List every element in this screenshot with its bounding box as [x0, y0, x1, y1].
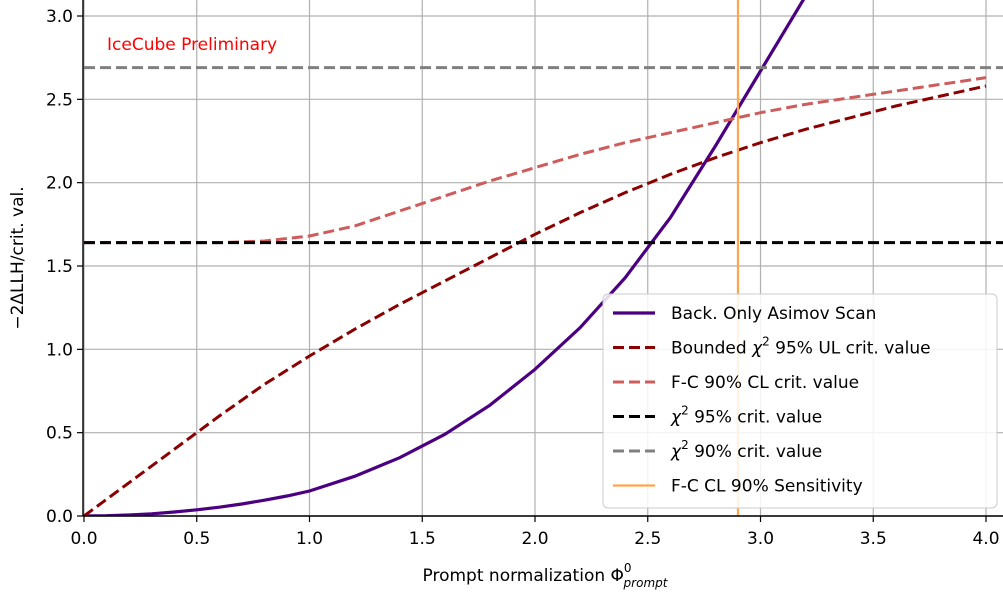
y-axis-label: −2ΔLLH/crit. val.: [8, 186, 28, 329]
x-tick-label: 3.5: [860, 529, 887, 549]
y-tick-label: 1.5: [46, 257, 73, 277]
x-tick-label: 2.5: [634, 529, 661, 549]
series-line-back-only-asimov-scan: [83, 0, 806, 516]
legend-entry-f-c-cl-90-sensitivity: F-C CL 90% Sensitivity: [671, 477, 863, 497]
legend-entry-95-crit-value: χ2 95% crit. value: [670, 404, 822, 428]
y-tick-label: 2.5: [46, 90, 73, 110]
x-tick-label: 0.0: [70, 529, 97, 549]
x-axis-label: Prompt normalization Φ0 prompt: [423, 561, 669, 590]
legend-entry-f-c-90-cl-crit-value: F-C 90% CL crit. value: [671, 373, 859, 393]
x-tick-label: 2.0: [521, 529, 548, 549]
legend-box: [602, 293, 998, 509]
x-tick-label: 1.5: [409, 529, 436, 549]
axes: 0.0 0.5 1.0 1.5 2.0 2.5 3.0 3.5 4.0 0.0 0.5 1.0 1.5 2…: [46, 0, 1003, 549]
x-tick-label: 0.5: [183, 529, 210, 549]
y-tick-label: 1.0: [46, 340, 73, 360]
x-tick-label: 4.0: [972, 529, 999, 549]
legend-entry-bounded-95-ul-crit-value: Bounded χ2 95% UL crit. value: [671, 335, 931, 359]
y-tick-label: 3.0: [46, 7, 73, 27]
legend-entry-back-only-asimov-scan: Back. Only Asimov Scan: [671, 304, 876, 324]
legend: Back. Only Asimov Scan Bounded χ2 95% UL …: [602, 293, 998, 509]
y-tick-label: 0.0: [46, 507, 73, 527]
x-tick-label: 1.0: [296, 529, 323, 549]
legend-entry-90-crit-value: χ2 90% crit. value: [670, 438, 822, 462]
y-tick-label: 2.0: [46, 174, 73, 194]
series-line-bounded-95-ul-crit-value: [83, 84, 987, 516]
x-tick-label: 3.0: [747, 529, 774, 549]
y-tick-label: 0.5: [46, 424, 73, 444]
annotation-icecube-preliminary: IceCube Preliminary: [107, 35, 277, 55]
